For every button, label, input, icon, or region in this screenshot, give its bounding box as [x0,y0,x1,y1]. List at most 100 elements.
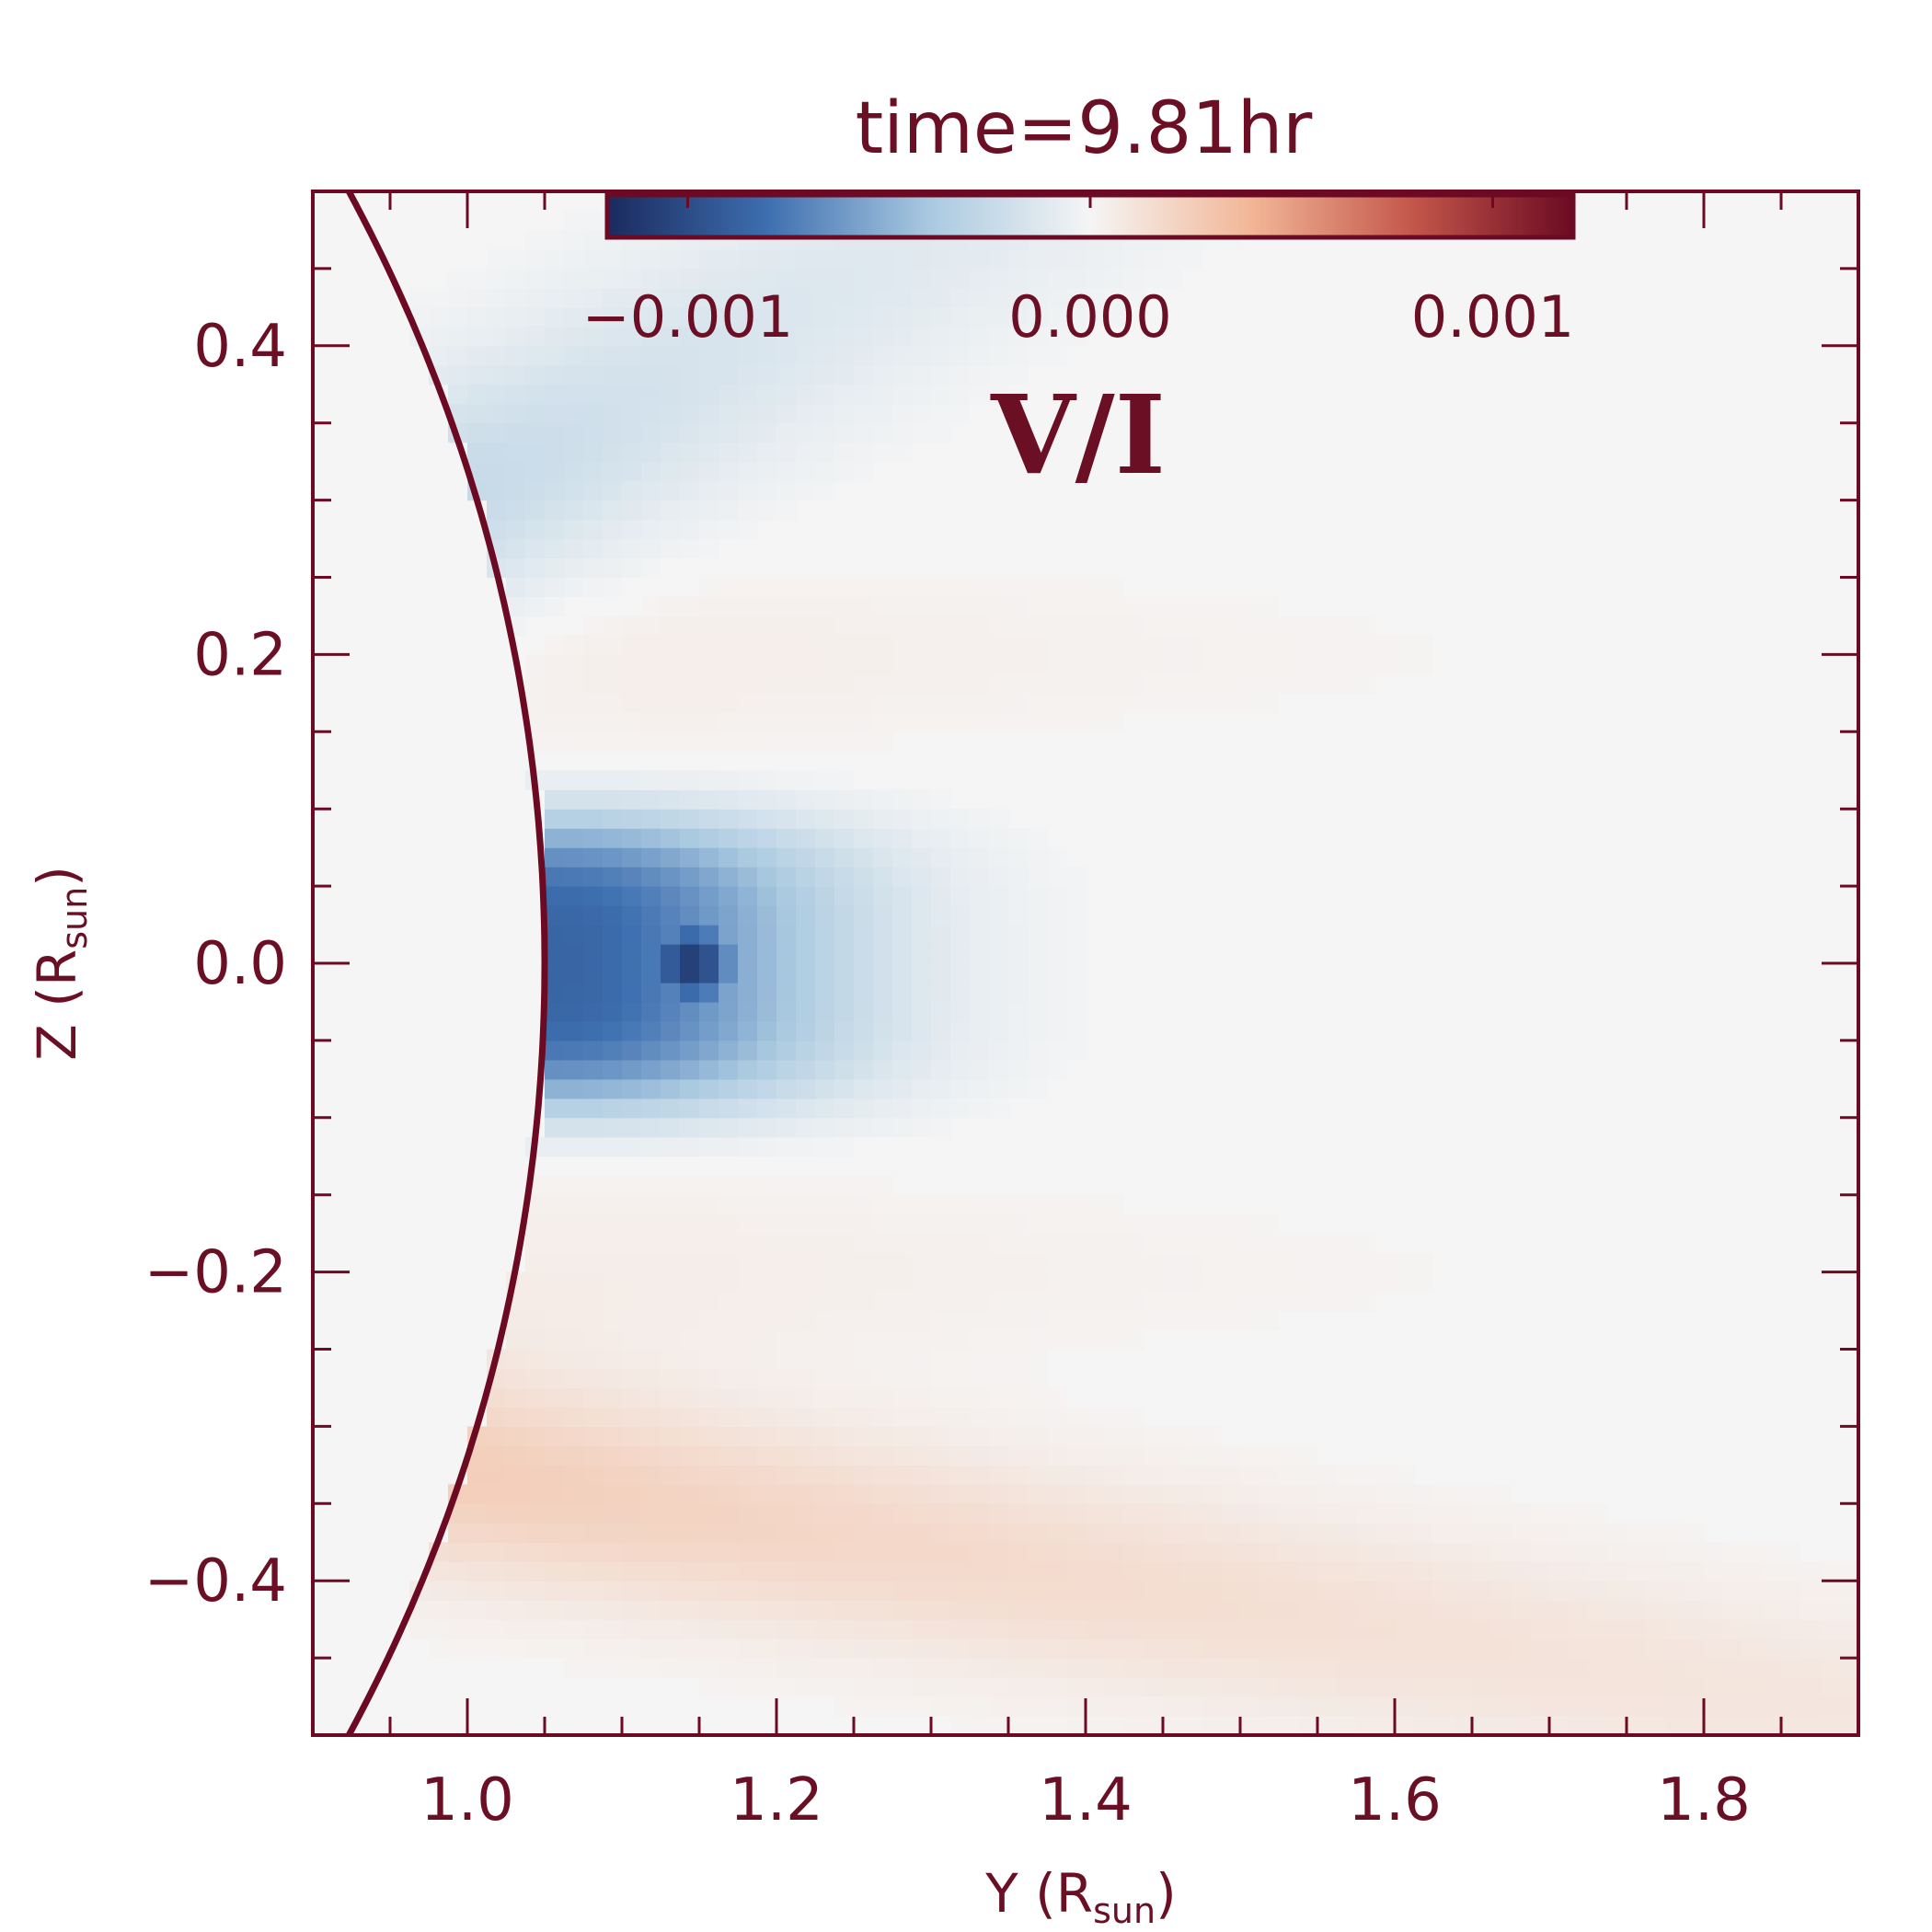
heatmap-cell [1047,345,1067,366]
heatmap-cell [757,809,777,829]
heatmap-cell [1279,635,1299,655]
heatmap-cell [1472,1561,1492,1581]
heatmap-cell [892,287,913,308]
heatmap-cell [815,1233,835,1254]
heatmap-cell [506,1523,526,1543]
heatmap-cell [622,983,642,1003]
heatmap-cell [467,1600,488,1620]
heatmap-cell [873,615,893,636]
heatmap-cell [1607,1658,1627,1678]
heatmap-cell [545,1542,565,1562]
heatmap-cell [1105,248,1125,270]
heatmap-cell [892,789,913,810]
heatmap-cell [931,248,951,270]
heatmap-cell [738,809,758,829]
heatmap-cell [776,596,797,617]
heatmap-cell [970,1001,990,1022]
heatmap-cell [719,635,739,655]
heatmap-cell [1607,1639,1627,1659]
heatmap-cell [950,867,971,887]
heatmap-cell [661,1523,681,1543]
heatmap-cell [467,403,488,424]
heatmap-cell [1144,1716,1164,1735]
heatmap-cell [1839,1639,1858,1659]
heatmap-cell [1144,1465,1164,1485]
heatmap-cell [448,1639,468,1659]
heatmap-cell [429,1561,449,1581]
heatmap-cell [950,1696,971,1717]
heatmap-cell [834,1213,855,1235]
heatmap-cell [1066,1213,1087,1235]
heatmap-cell [1298,1252,1318,1273]
heatmap-cell [1105,712,1125,732]
heatmap-cell [641,1503,661,1524]
heatmap-cell [1240,1677,1260,1697]
heatmap-cell [970,326,990,347]
heatmap-cell [525,693,546,713]
heatmap-cell [641,1001,661,1022]
heatmap-cell [1259,1291,1280,1312]
heatmap-cell [1124,673,1144,694]
heatmap-cell [1646,1639,1666,1659]
heatmap-cell [1202,1213,1222,1235]
heatmap-cell [564,1542,584,1562]
heatmap-cell [931,654,951,674]
heatmap-cell [892,886,913,906]
heatmap-cell [950,1329,971,1351]
heatmap-cell [1144,268,1164,289]
heatmap-cell [1279,1581,1299,1601]
heatmap-cell [699,693,719,713]
heatmap-cell [970,1329,990,1351]
heatmap-cell [1839,1619,1858,1639]
heatmap-cell [1105,1696,1125,1717]
heatmap-cell [738,635,758,655]
heatmap-cell [1086,1329,1106,1351]
heatmap-cell [661,693,681,713]
heatmap-cell [931,673,951,694]
heatmap-cell [583,1059,604,1080]
heatmap-cell [1800,1600,1821,1620]
heatmap-cell [719,847,739,868]
heatmap-cell [1028,828,1048,848]
heatmap-cell [815,461,835,482]
heatmap-cells [313,191,1858,1735]
heatmap-cell [1144,1542,1164,1562]
heatmap-cell [970,1098,990,1119]
heatmap-cell [1221,654,1241,674]
heatmap-cell [719,268,739,289]
heatmap-cell [641,789,661,810]
heatmap-cell [1182,1658,1202,1678]
heatmap-cell [1221,1658,1241,1678]
heatmap-cell [1762,1581,1782,1601]
heatmap-cell [564,770,584,790]
heatmap-cell [467,287,488,308]
heatmap-cell [834,673,855,694]
heatmap-cell [892,403,913,424]
heatmap-cell [796,364,816,385]
heatmap-cell [1047,1059,1067,1080]
heatmap-cell [661,615,681,636]
heatmap-cell [1066,1001,1087,1022]
heatmap-cell [1105,306,1125,328]
heatmap-cell [1704,1677,1724,1697]
heatmap-cell [1588,1600,1608,1620]
heatmap-cell [1124,1465,1144,1485]
heatmap-cell [854,287,874,308]
heatmap-cell [448,364,468,385]
heatmap-cell [1588,1677,1608,1697]
heatmap-cell [1047,1581,1067,1601]
heatmap-cell [1008,268,1029,289]
heatmap-cell [699,1040,719,1061]
heatmap-cell [641,1136,661,1157]
heatmap-cell [738,867,758,887]
heatmap-cell [661,1078,681,1099]
heatmap-cell [989,809,1009,829]
heatmap-cell [680,1387,700,1409]
heatmap-cell [1221,1619,1241,1639]
heatmap-cell [738,1561,758,1581]
heatmap-cell [641,731,661,752]
heatmap-cell [1182,1581,1202,1601]
heatmap-cell [738,442,758,463]
heatmap-cell [564,789,584,810]
heatmap-cell [757,442,777,463]
